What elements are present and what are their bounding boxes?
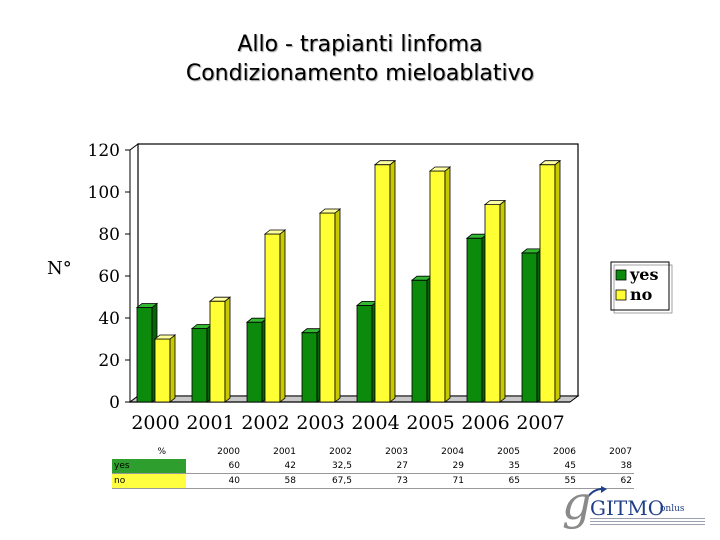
table-year: 2000 <box>217 447 240 457</box>
bar-side-no-2004 <box>389 159 396 403</box>
y-axis-label: N° <box>47 258 72 279</box>
bar-side-no-2001 <box>224 296 231 403</box>
bar-chart: 0 20 40 60 80 100 120 2000 2001 2002 2003 2004 2005 2… <box>88 141 673 434</box>
table-cell: 60 <box>186 459 242 474</box>
logo-letter: g <box>562 476 592 530</box>
table-cell: 32,5 <box>298 459 354 474</box>
bar-top-no-2004 <box>373 160 397 166</box>
bar-side-no-2003 <box>334 208 341 403</box>
bar-top-no-2005 <box>428 166 452 172</box>
logo-name: GITMO <box>590 496 665 520</box>
table-year: 2001 <box>273 447 296 457</box>
x-tick-label: 2005 <box>406 412 454 434</box>
y-tick-label: 60 <box>98 267 120 287</box>
logo-suffix: onlus <box>660 504 685 514</box>
legend-label-yes: yes <box>629 265 658 284</box>
bar-no-2006 <box>484 204 501 403</box>
bar-no-2000 <box>154 338 171 403</box>
bar-no-2002 <box>264 233 281 403</box>
table-cell: 29 <box>410 459 466 474</box>
table-cell: 35 <box>466 459 522 474</box>
table-row-label: no <box>112 473 186 489</box>
table-row-yes: yes 60 42 32,5 27 29 35 45 38 <box>112 459 634 474</box>
table-year: 2004 <box>441 447 464 457</box>
table-year: 2007 <box>609 447 632 457</box>
legend-shadow <box>613 264 673 314</box>
bar-yes-2000 <box>136 307 153 403</box>
y-tick-label: 0 <box>109 393 120 413</box>
logo-arrow-icon <box>586 486 607 499</box>
table-cell: 67,5 <box>298 473 354 489</box>
y-tick-label: 20 <box>98 351 120 371</box>
bar-yes-2004 <box>356 304 373 403</box>
bar-yes-2007 <box>521 252 538 403</box>
table-cell: 45 <box>522 459 578 474</box>
table-cell: 65 <box>466 473 522 489</box>
x-tick-label: 2004 <box>351 412 399 434</box>
bar-top-no-2001 <box>208 296 232 302</box>
gitmo-logo: g GITMO onlus <box>560 476 710 530</box>
bar-side-no-2006 <box>499 199 506 403</box>
bar-no-2007 <box>539 164 556 403</box>
chart-title: Allo - trapianti linfoma Condizionamento… <box>0 30 720 88</box>
table-cell: 71 <box>410 473 466 489</box>
y-tick-label: 40 <box>98 309 120 329</box>
table-cell: 40 <box>186 473 242 489</box>
y-tick-label: 100 <box>88 183 120 203</box>
y-tick-label: 120 <box>88 141 120 161</box>
bar-no-2003 <box>319 212 336 403</box>
legend-box <box>610 261 670 311</box>
bar-no-2001 <box>209 300 226 403</box>
legend-label-no: no <box>630 285 653 304</box>
bar-top-no-2000 <box>153 334 177 340</box>
bar-no-2005 <box>429 170 446 403</box>
bar-top-no-2006 <box>483 200 507 206</box>
table-cell: 73 <box>354 473 410 489</box>
table-cell: 58 <box>242 473 298 489</box>
bar-top-yes-2000 <box>135 303 159 308</box>
table-year: 2003 <box>385 447 408 457</box>
bar-yes-2006 <box>466 237 483 403</box>
bar-top-no-2007 <box>538 160 562 166</box>
bar-side-no-2000 <box>169 334 176 403</box>
table-cell: 62 <box>578 473 634 489</box>
x-tick-label: 2003 <box>296 412 344 434</box>
table-year: 2005 <box>497 447 520 457</box>
title-line-2: Condizionamento mieloablativo <box>185 61 535 86</box>
table-cell: 38 <box>578 459 634 474</box>
table-cell: 27 <box>354 459 410 474</box>
y-tick-label: 80 <box>98 225 120 245</box>
bar-top-no-2003 <box>318 208 342 214</box>
bar-yes-2003 <box>301 332 318 403</box>
x-tick-label: 2006 <box>461 412 509 434</box>
bar-no-2004 <box>374 164 391 403</box>
bar-side-no-2007 <box>554 159 561 403</box>
x-tick-label: 2000 <box>131 412 179 434</box>
title-line-1: Allo - trapianti linfoma <box>237 32 483 57</box>
bar-side-no-2002 <box>279 229 286 403</box>
table-row-label: yes <box>112 459 186 474</box>
x-tick-label: 2002 <box>241 412 289 434</box>
table-year: 2006 <box>553 447 576 457</box>
data-table: % 2000 2001 2002 2003 2004 2005 2006 200… <box>112 445 634 489</box>
bar-yes-2002 <box>246 321 263 403</box>
table-corner: % <box>157 447 166 457</box>
table-cell: 42 <box>242 459 298 474</box>
bar-yes-2001 <box>191 328 208 403</box>
table-year: 2002 <box>329 447 352 457</box>
logo-fine-print <box>590 518 705 527</box>
x-tick-label: 2007 <box>516 412 564 434</box>
bar-yes-2005 <box>411 279 428 403</box>
legend-swatch-yes <box>615 269 627 281</box>
bar-side-no-2005 <box>444 166 451 403</box>
bar-top-no-2002 <box>263 229 287 235</box>
table-header-row: % 2000 2001 2002 2003 2004 2005 2006 200… <box>112 445 634 459</box>
legend-swatch-no <box>615 289 627 301</box>
table-cell: 55 <box>522 473 578 489</box>
table-row-no: no 40 58 67,5 73 71 65 55 62 <box>112 473 634 489</box>
x-tick-label: 2001 <box>186 412 234 434</box>
